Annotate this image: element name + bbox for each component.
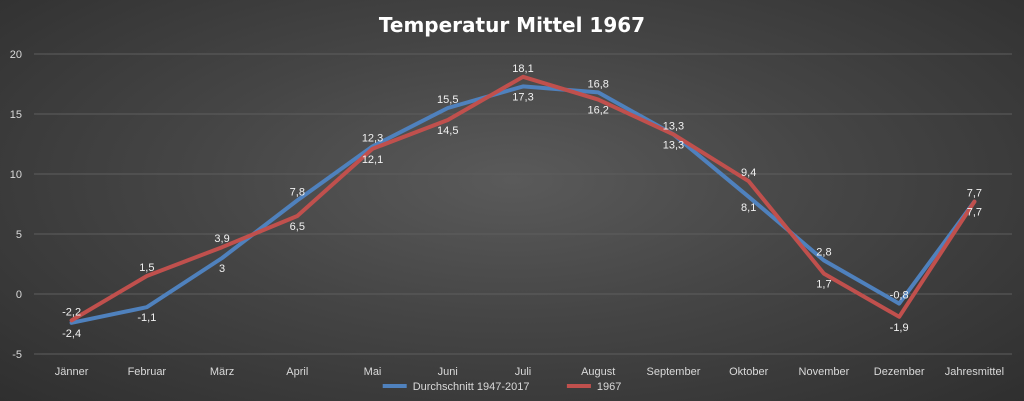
y-tick-label: 5	[16, 229, 22, 241]
data-labels: -2,4 -1,1 3 7,8 12,3 15,5 17,3 16,8 13,3 8,1 2,8 -0…	[62, 63, 982, 340]
legend-label: 1967	[597, 381, 621, 393]
data-label: 1,5	[139, 262, 154, 274]
chart-title: Temperatur Mittel 1967	[379, 13, 645, 37]
data-label: -1,9	[890, 322, 909, 334]
data-label: 7,7	[967, 207, 982, 219]
x-tick-label: Jahresmittel	[945, 366, 1004, 378]
grid	[34, 53, 1012, 355]
data-label: -1,1	[137, 312, 156, 324]
data-label: 3	[219, 263, 225, 275]
x-tick-label: Oktober	[729, 366, 768, 378]
data-label: 12,1	[362, 154, 383, 166]
data-label: 1,7	[816, 279, 831, 291]
x-tick-label: Juli	[515, 366, 532, 378]
data-label: 13,3	[663, 139, 684, 151]
legend-label: Durchschnitt 1947-2017	[413, 381, 530, 393]
legend: Durchschnitt 1947-2017 1967	[382, 381, 621, 393]
x-axis-ticks: Jänner Februar März April Mai Juni Juli August S…	[55, 366, 1004, 378]
data-label: -2,4	[62, 328, 81, 340]
series-line-2	[69, 74, 977, 323]
data-label: 16,8	[588, 78, 609, 90]
y-tick-label: 10	[10, 169, 22, 181]
data-label: 9,4	[741, 167, 756, 179]
series-line-1	[69, 84, 977, 325]
data-label: 16,2	[588, 105, 609, 117]
data-label: 14,5	[437, 125, 458, 137]
data-label: 13,3	[663, 120, 684, 132]
x-tick-label: Jänner	[55, 366, 89, 378]
data-label: 3,9	[214, 233, 229, 245]
data-label: 8,1	[741, 202, 756, 214]
data-label: 12,3	[362, 132, 383, 144]
data-label: -0,8	[890, 290, 909, 302]
x-tick-label: Juni	[438, 366, 458, 378]
x-tick-label: Mai	[364, 366, 382, 378]
data-label: 18,1	[512, 63, 533, 75]
data-label: 7,7	[967, 188, 982, 200]
data-label: 6,5	[290, 221, 305, 233]
data-label: -2,2	[62, 306, 81, 318]
y-tick-label: 0	[16, 289, 22, 301]
x-tick-label: August	[581, 366, 615, 378]
data-label: 15,5	[437, 94, 458, 106]
series-lines	[69, 74, 977, 325]
x-tick-label: März	[210, 366, 234, 378]
y-axis-ticks: -5 0 5 10 15 20	[10, 49, 22, 361]
data-label: 17,3	[512, 91, 533, 103]
x-tick-label: Februar	[128, 366, 167, 378]
x-tick-label: Dezember	[874, 366, 925, 378]
data-label: 2,8	[816, 246, 831, 258]
y-tick-label: 20	[10, 49, 22, 61]
x-tick-label: November	[799, 366, 850, 378]
x-tick-label: April	[286, 366, 308, 378]
y-tick-label: 15	[10, 109, 22, 121]
data-label: 7,8	[290, 186, 305, 198]
y-tick-label: -5	[12, 349, 22, 361]
x-tick-label: September	[647, 366, 701, 378]
